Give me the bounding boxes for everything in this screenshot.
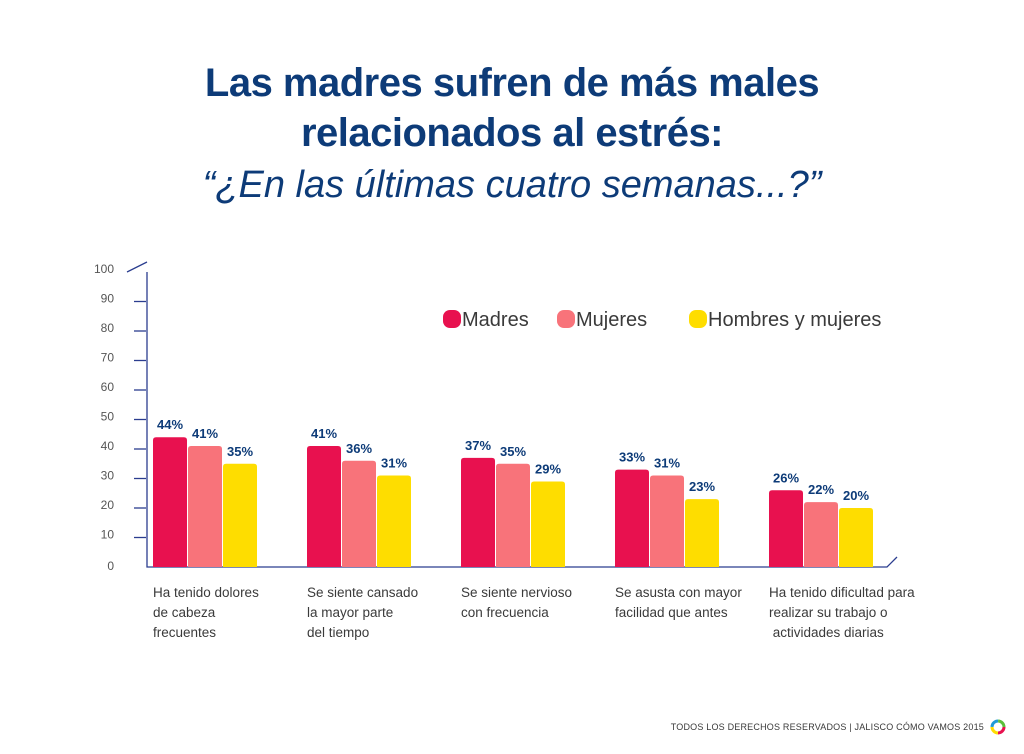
legend-label-madres: Madres [462,309,529,331]
data-label-mujeres-5: 22% [808,482,834,497]
y-tick-label-60: 60 [101,380,115,394]
y-tick-label-40: 40 [101,439,115,453]
legend-swatch-madres [443,310,461,328]
data-label-madres-5: 26% [773,470,799,485]
data-label-mujeres-3: 35% [500,444,526,459]
category-label-2-line-2: la mayor parte [307,605,393,620]
data-label-hombres-y-mujeres-5: 20% [843,488,869,503]
category-label-5-line-2: realizar su trabajo o [769,605,888,620]
footer-copyright: TODOS LOS DERECHOS RESERVADOS | JALISCO … [670,722,984,732]
data-label-hombres-y-mujeres-3: 29% [535,461,561,476]
y-tick-label-100: 100 [94,262,114,276]
category-label-4-line-1: Se asusta con mayor [615,585,742,600]
data-label-madres-1: 44% [157,417,183,432]
category-label-5-line-3: actividades diarias [769,625,884,640]
chart-subtitle: “¿En las últimas cuatro semanas...?” [202,164,822,206]
y-tick-label-70: 70 [101,351,115,365]
category-label-3-line-1: Se siente nervioso [461,585,572,600]
data-label-hombres-y-mujeres-2: 31% [381,456,407,471]
data-label-mujeres-1: 41% [192,426,218,441]
chart-title-line-2: relacionados al estrés: [300,111,724,155]
legend-label-hombres-y-mujeres: Hombres y mujeres [708,309,881,331]
bar-hombres-y-mujeres-3 [531,481,565,567]
axis-corner-tick [126,261,148,273]
bar-mujeres-4 [650,475,684,567]
bar-madres-1 [153,437,187,567]
y-tick-label-50: 50 [101,410,115,424]
data-label-hombres-y-mujeres-4: 23% [689,479,715,494]
bar-mujeres-2 [342,460,376,567]
bar-madres-4 [615,469,649,567]
category-label-1-line-2: de cabeza [153,605,216,620]
data-label-madres-3: 37% [465,438,491,453]
y-tick-label-20: 20 [101,498,115,512]
bar-hombres-y-mujeres-4 [685,499,719,567]
data-label-hombres-y-mujeres-1: 35% [227,444,253,459]
jalisco-como-vamos-logo-icon [990,719,1006,735]
bar-hombres-y-mujeres-2 [377,475,411,567]
y-tick-label-90: 90 [101,292,115,306]
category-label-1-line-1: Ha tenido dolores [153,585,259,600]
category-label-4-line-2: facilidad que antes [615,605,728,620]
data-label-madres-2: 41% [311,426,337,441]
y-tick-label-10: 10 [101,528,115,542]
bar-hombres-y-mujeres-1 [223,463,257,567]
legend-swatch-mujeres [557,310,575,328]
category-label-2-line-3: del tiempo [307,625,369,640]
bar-mujeres-3 [496,463,530,567]
data-label-madres-4: 33% [619,450,645,465]
category-label-1-line-3: frecuentes [153,625,216,640]
bar-mujeres-5 [804,502,838,567]
chart-title-line-1: Las madres sufren de más males [204,61,820,105]
data-label-mujeres-2: 36% [346,441,372,456]
category-label-3-line-2: con frecuencia [461,605,549,620]
y-tick-label-0: 0 [107,559,114,573]
bar-madres-5 [769,490,803,567]
y-tick-label-30: 30 [101,469,115,483]
legend-swatch-hombres-y-mujeres [689,310,707,328]
y-tick-label-80: 80 [101,321,115,335]
footer: TODOS LOS DERECHOS RESERVADOS | JALISCO … [670,719,1006,735]
bar-madres-3 [461,457,495,567]
category-label-5-line-1: Ha tenido dificultad para [769,585,915,600]
bar-madres-2 [307,446,341,567]
bar-mujeres-1 [188,446,222,567]
category-label-2-line-1: Se siente cansado [307,585,418,600]
data-label-mujeres-4: 31% [654,456,680,471]
legend-label-mujeres: Mujeres [576,309,647,331]
chart-title-block: Las madres sufren de más males relaciona… [0,58,1024,210]
bar-hombres-y-mujeres-5 [839,508,873,567]
